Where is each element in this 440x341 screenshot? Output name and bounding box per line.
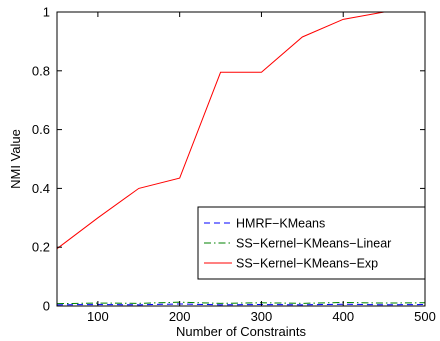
y-tick-label: 0	[43, 299, 50, 314]
axes-box	[56, 11, 426, 307]
tick-layer: 100 200 300 400 500 0 0.2 0.4 0.6 0.8 1	[32, 5, 436, 325]
legend: HMRF−KMeans SS−Kernel−KMeans−Linear SS−Ker…	[197, 206, 426, 280]
legend-box	[197, 206, 426, 280]
axes	[56, 11, 426, 307]
y-tick-label: 0.8	[32, 63, 50, 78]
y-axis-label: NMI Value	[8, 129, 23, 189]
y-tick-label: 1	[43, 5, 50, 20]
y-tick-label: 0.2	[32, 240, 50, 255]
x-axis-label: Number of Constraints	[176, 324, 307, 339]
legend-label-1: HMRF−KMeans	[236, 217, 325, 231]
series-line-2	[56, 301, 426, 305]
series-layer	[56, 11, 426, 306]
x-tick-label: 100	[87, 309, 109, 324]
legend-label-2: SS−Kernel−KMeans−Linear	[236, 237, 391, 251]
x-tick-label: 400	[332, 309, 354, 324]
x-tick-label: 500	[414, 309, 436, 324]
series-line-3	[56, 11, 425, 250]
y-tick-label: 0.6	[32, 122, 50, 137]
x-tick-label: 200	[169, 309, 191, 324]
legend-label-3: SS−Kernel−KMeans−Exp	[236, 257, 378, 271]
x-tick-label: 300	[251, 309, 273, 324]
y-tick-label: 0.4	[32, 181, 50, 196]
series-line-1	[56, 303, 426, 306]
